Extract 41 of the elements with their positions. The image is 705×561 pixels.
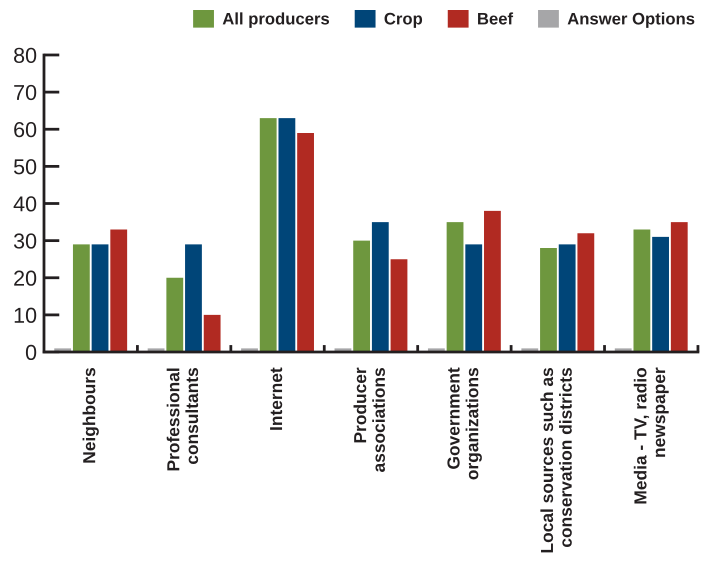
bar — [484, 210, 501, 352]
x-tick-label: Government organizations — [447, 368, 482, 480]
bar — [297, 132, 314, 352]
legend-label: Crop — [384, 12, 422, 28]
x-tick-label: Producer associations — [354, 368, 385, 472]
x-tick-label: Local sources such as conservation districts — [540, 368, 572, 552]
bar — [92, 244, 108, 352]
y-tick-label: 70 — [14, 84, 36, 100]
y-tick-label: 20 — [14, 270, 36, 286]
bar — [372, 222, 389, 352]
y-tick-label: 80 — [14, 48, 36, 63]
y-tick-label: 60 — [14, 122, 36, 138]
bar — [204, 314, 221, 352]
legend-label: Answer Options — [568, 12, 694, 28]
bar — [577, 233, 594, 352]
y-tick-label: 0 — [26, 344, 36, 360]
legend-label: Beef — [478, 12, 514, 25]
bar — [278, 118, 296, 352]
x-tick-label: Internet — [270, 368, 282, 430]
bar — [353, 240, 370, 352]
legend-label: All producers — [222, 12, 330, 28]
bar — [110, 229, 128, 352]
bar — [465, 244, 482, 352]
y-tick-label: 50 — [14, 159, 36, 174]
x-tick-label: Neighbours — [82, 368, 99, 463]
y-tick-label: 40 — [14, 196, 36, 212]
bar — [633, 229, 650, 352]
bar — [446, 222, 464, 352]
bar — [72, 244, 90, 352]
x-tick-label: Professional consultants — [166, 368, 198, 470]
bar — [260, 118, 277, 352]
bar — [166, 278, 184, 352]
bar — [652, 236, 669, 352]
bar — [670, 222, 688, 352]
bar — [558, 244, 576, 352]
y-tick-label: 30 — [14, 233, 36, 249]
bar — [185, 244, 202, 352]
x-tick-label: Media - TV, radio newspaper — [634, 368, 669, 504]
bar — [390, 259, 408, 352]
bar — [540, 248, 557, 352]
y-tick-label: 10 — [14, 308, 36, 323]
